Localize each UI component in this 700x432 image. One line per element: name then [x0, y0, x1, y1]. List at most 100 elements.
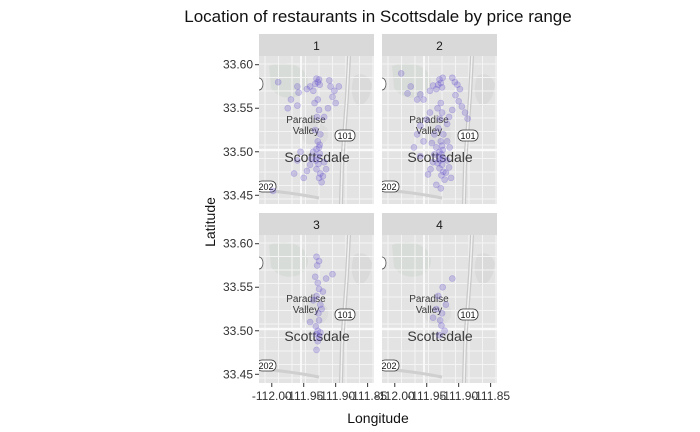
data-point	[445, 164, 453, 171]
data-point	[434, 292, 442, 300]
highway-101-label: 101	[337, 310, 352, 320]
data-point	[417, 152, 424, 160]
data-point	[329, 270, 336, 278]
data-point	[438, 142, 446, 149]
data-point	[313, 165, 320, 173]
data-point	[442, 301, 450, 308]
data-point	[420, 96, 427, 103]
freeway-101-center	[463, 56, 473, 204]
data-point	[315, 333, 323, 341]
data-point	[438, 84, 446, 91]
edge-shield-icon	[259, 77, 264, 91]
highway-202-label: 202	[381, 361, 396, 371]
y-tick-label: 33.60	[223, 237, 253, 251]
data-point	[310, 87, 317, 95]
data-point	[335, 83, 343, 90]
data-point	[332, 99, 339, 107]
data-point	[440, 155, 447, 163]
highway-202-shield-icon	[259, 359, 277, 372]
data-point	[269, 187, 277, 195]
data-point	[313, 113, 321, 121]
data-point	[315, 174, 323, 182]
data-point	[439, 74, 446, 82]
data-point	[437, 138, 445, 145]
highway-202-shield-icon	[259, 180, 277, 193]
data-point	[312, 323, 320, 330]
data-point	[315, 106, 323, 114]
data-point	[436, 115, 444, 122]
map-label-paradise: Paradise	[409, 294, 449, 305]
facet-strip	[259, 213, 374, 235]
highway-101-label: 101	[460, 310, 475, 320]
x-tick-label: -112.00	[252, 389, 292, 403]
data-point	[434, 124, 442, 132]
data-point	[313, 145, 320, 153]
terrain-patch	[299, 121, 329, 146]
map-label-paradise: Paradise	[409, 115, 449, 126]
data-point	[438, 322, 445, 329]
x-axis: -112.00-111.95-111.90-111.85-112.00-111.…	[252, 383, 510, 403]
data-point	[317, 329, 324, 336]
x-axis-title: Longitude	[347, 410, 409, 426]
data-point	[442, 169, 450, 176]
data-point	[440, 131, 447, 138]
x-tick-label: -111.85	[348, 389, 387, 403]
facet-strip	[382, 213, 497, 235]
data-point	[464, 115, 471, 122]
data-point	[434, 159, 441, 167]
data-point	[319, 172, 327, 180]
data-point	[431, 131, 438, 138]
data-point	[434, 81, 442, 89]
data-point	[311, 99, 318, 107]
map-label-valley: Valley	[416, 126, 443, 137]
data-point	[437, 185, 445, 192]
terrain-patch	[422, 300, 452, 325]
data-point	[313, 253, 320, 261]
data-point	[417, 122, 424, 129]
data-point	[438, 171, 445, 179]
edge-shield-icon	[382, 256, 387, 270]
map-label-city: Scottsdale	[407, 149, 473, 165]
data-point	[448, 74, 456, 82]
highway-202-label: 202	[258, 361, 273, 371]
map-label-valley: Valley	[293, 305, 320, 316]
map-label-paradise: Paradise	[286, 115, 326, 126]
x-tick-label: -111.95	[284, 389, 323, 403]
facet-strip	[382, 34, 497, 56]
data-point	[303, 85, 311, 93]
freeway-101-center	[340, 56, 350, 204]
terrain-patch	[422, 121, 452, 146]
data-point	[322, 165, 330, 173]
data-point	[404, 90, 411, 97]
data-point	[295, 89, 302, 96]
data-point	[413, 96, 421, 103]
data-point	[438, 109, 446, 116]
data-point	[435, 153, 443, 161]
data-point	[445, 113, 453, 121]
data-point	[458, 103, 466, 110]
data-point	[313, 292, 320, 300]
edge-shield-icon	[382, 77, 387, 91]
y-axis: 33.60 33.55 33.50 33.45 33.60 33.55 33.50 33.45	[223, 58, 259, 381]
data-point	[443, 157, 451, 164]
highway-101-label: 101	[337, 131, 352, 141]
data-point	[315, 257, 323, 265]
data-point	[306, 161, 314, 169]
data-point	[311, 126, 319, 134]
data-point	[318, 178, 325, 186]
data-point	[429, 314, 437, 322]
data-point	[314, 96, 322, 103]
highway-101-label: 101	[460, 131, 475, 141]
data-point	[312, 157, 320, 164]
data-point	[315, 76, 323, 83]
data-point	[443, 138, 451, 145]
highway-202-label: 202	[258, 182, 273, 192]
data-point	[311, 80, 319, 88]
data-point	[438, 161, 446, 169]
data-point	[294, 83, 301, 90]
x-tick-label: -112.00	[375, 389, 415, 403]
y-tick-label: 33.50	[223, 145, 253, 159]
y-tick-label: 33.45	[223, 188, 253, 202]
data-point	[317, 301, 324, 308]
